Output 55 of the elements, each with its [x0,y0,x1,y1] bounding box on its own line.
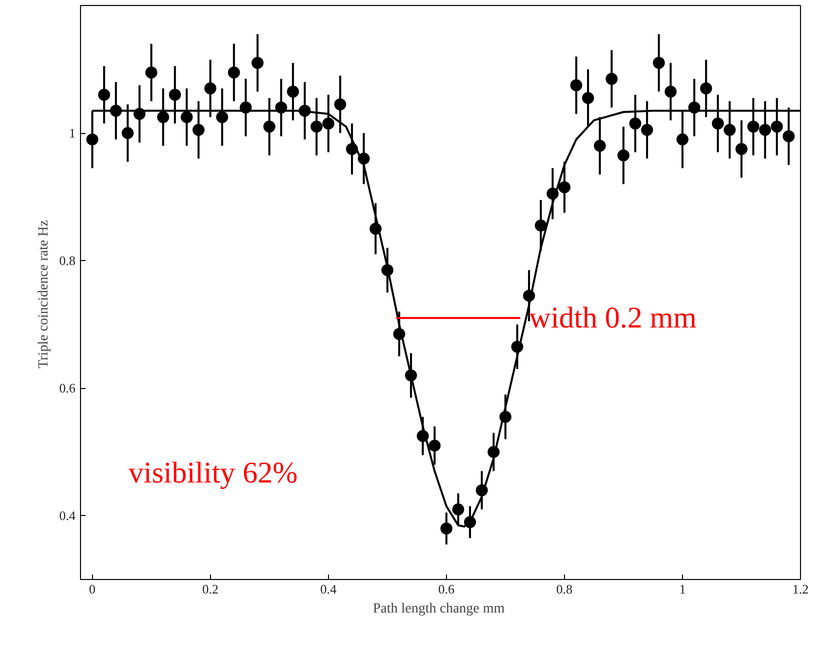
x-tick-label: 0.4 [320,582,337,596]
point [286,86,299,98]
point [252,56,264,69]
annotation: visibility 62% [128,456,298,490]
point [641,124,654,136]
point [428,440,441,452]
x-tick-label: 0.6 [438,582,456,596]
point [228,66,240,78]
point [617,149,630,162]
point [606,72,618,85]
point [770,120,783,133]
point [782,130,795,142]
point [192,124,205,136]
point [122,127,134,140]
point [452,503,464,516]
point [216,111,228,124]
point [534,220,547,232]
point [759,124,772,136]
point [263,120,276,133]
point [168,88,181,101]
point [652,56,665,69]
point [724,124,736,136]
point [440,522,452,534]
point [700,82,712,94]
point [735,143,748,155]
point [676,133,688,146]
annotation: width 0.2 mm [529,302,697,335]
x-tick-label: 0.2 [202,582,218,596]
point [98,88,110,101]
x-tick-label: 1 [679,582,686,596]
y-tick-label: 0.8 [59,253,76,268]
point [157,111,170,124]
point [664,86,677,98]
point [310,120,323,133]
y-tick-label: 0.4 [59,508,76,524]
point [86,133,98,146]
x-tick-label: 0 [89,582,96,596]
point [322,118,334,130]
y-tick-label: 1 [69,126,76,141]
x-tick-label: 1.2 [792,582,809,596]
point [594,140,606,152]
point [747,120,760,133]
point [334,98,346,110]
y-axis-title: Triple coincidence rate Hz [36,220,52,368]
point [712,118,724,130]
y-tick-label: 0.6 [59,380,76,396]
point [145,66,158,78]
point [558,181,570,194]
x-tick-label: 0.8 [556,582,573,596]
point [180,111,193,124]
point [629,118,642,130]
point [570,79,582,92]
point [204,82,216,94]
point [582,92,594,104]
x-axis-title: Path length change mm [372,602,505,616]
